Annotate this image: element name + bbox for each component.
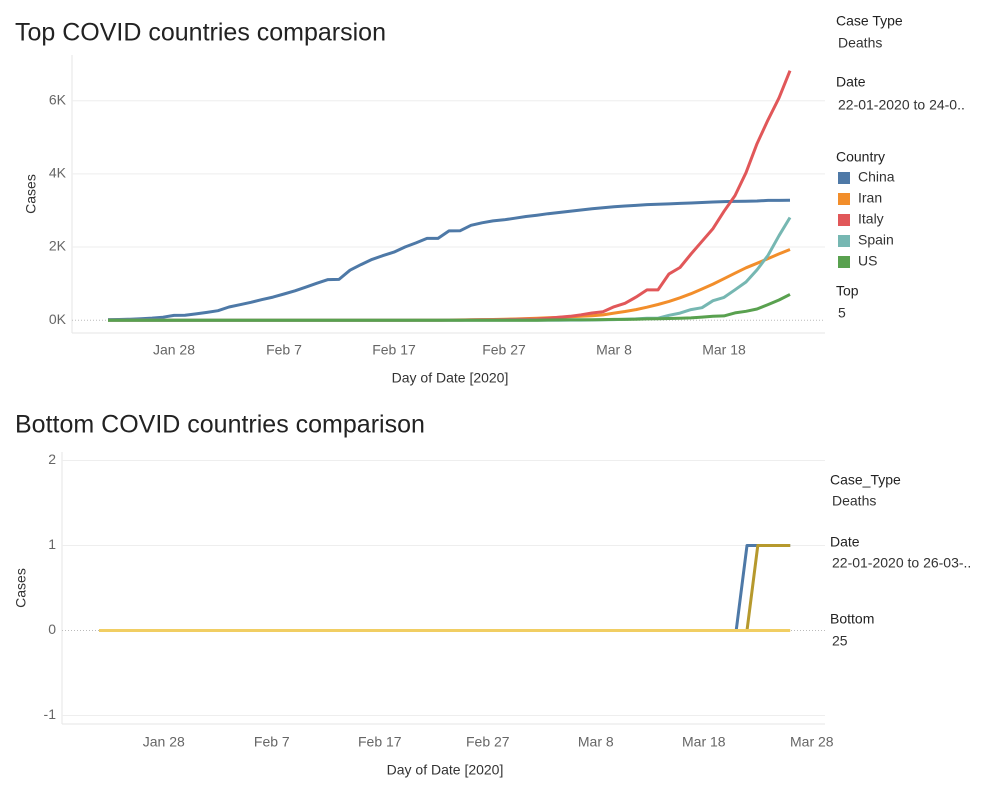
x-tick-label: Jan 28 — [143, 734, 185, 750]
y-tick-label: 0 — [48, 621, 56, 637]
x-tick-label: Mar 18 — [702, 342, 746, 358]
y-axis-title: Cases — [13, 568, 29, 608]
x-tick-label: Feb 17 — [372, 342, 416, 358]
series-line — [107, 198, 791, 322]
legend-swatch — [838, 256, 850, 268]
series-line — [108, 70, 792, 322]
filter-label: Date — [836, 74, 866, 90]
legend-label: China — [858, 169, 895, 185]
legend-label: Iran — [858, 190, 882, 206]
legend-label: US — [858, 253, 877, 269]
x-tick-label: Mar 8 — [596, 342, 632, 358]
series-line — [108, 216, 792, 322]
chart-title: Top COVID countries comparsion — [15, 19, 386, 47]
y-tick-label: 2K — [49, 238, 67, 254]
x-axis-title: Day of Date [2020] — [392, 370, 509, 386]
filter-value: Deaths — [832, 493, 876, 509]
legend-label: Spain — [858, 232, 894, 248]
y-tick-label: -1 — [44, 706, 57, 722]
x-tick-label: Feb 27 — [466, 734, 510, 750]
filter-value: 25 — [832, 633, 848, 649]
series-line — [99, 544, 791, 632]
filter-label: Case Type — [836, 13, 903, 29]
x-tick-label: Feb 7 — [254, 734, 290, 750]
y-tick-label: 2 — [48, 451, 56, 467]
y-tick-label: 4K — [49, 165, 67, 181]
legend-label: Italy — [858, 211, 884, 227]
x-tick-label: Mar 18 — [682, 734, 726, 750]
series-line — [99, 544, 791, 632]
y-tick-label: 0K — [49, 311, 67, 327]
legend-swatch — [838, 235, 850, 247]
filter-value: 5 — [838, 305, 846, 321]
filter-label: Top — [836, 283, 859, 299]
y-tick-label: 6K — [49, 91, 67, 107]
chart-title: Bottom COVID countries comparison — [15, 411, 425, 439]
legend-swatch — [838, 172, 850, 184]
filter-value: 22-01-2020 to 26-03-.. — [832, 555, 971, 571]
x-tick-label: Feb 7 — [266, 342, 302, 358]
y-axis-title: Cases — [23, 174, 39, 214]
legend-title: Country — [836, 149, 885, 165]
legend-swatch — [838, 193, 850, 205]
filter-label: Bottom — [830, 611, 874, 627]
legend-swatch — [838, 214, 850, 226]
filter-value: Deaths — [838, 35, 882, 51]
filter-label: Date — [830, 534, 860, 550]
series-line — [108, 293, 791, 322]
x-axis-title: Day of Date [2020] — [387, 762, 504, 778]
y-tick-label: 1 — [48, 536, 56, 552]
filter-value: 22-01-2020 to 24-0.. — [838, 97, 965, 113]
x-tick-label: Jan 28 — [153, 342, 195, 358]
filter-label: Case_Type — [830, 472, 901, 488]
x-tick-label: Mar 8 — [578, 734, 614, 750]
x-tick-label: Feb 27 — [482, 342, 526, 358]
x-tick-label: Mar 28 — [790, 734, 834, 750]
x-tick-label: Feb 17 — [358, 734, 402, 750]
